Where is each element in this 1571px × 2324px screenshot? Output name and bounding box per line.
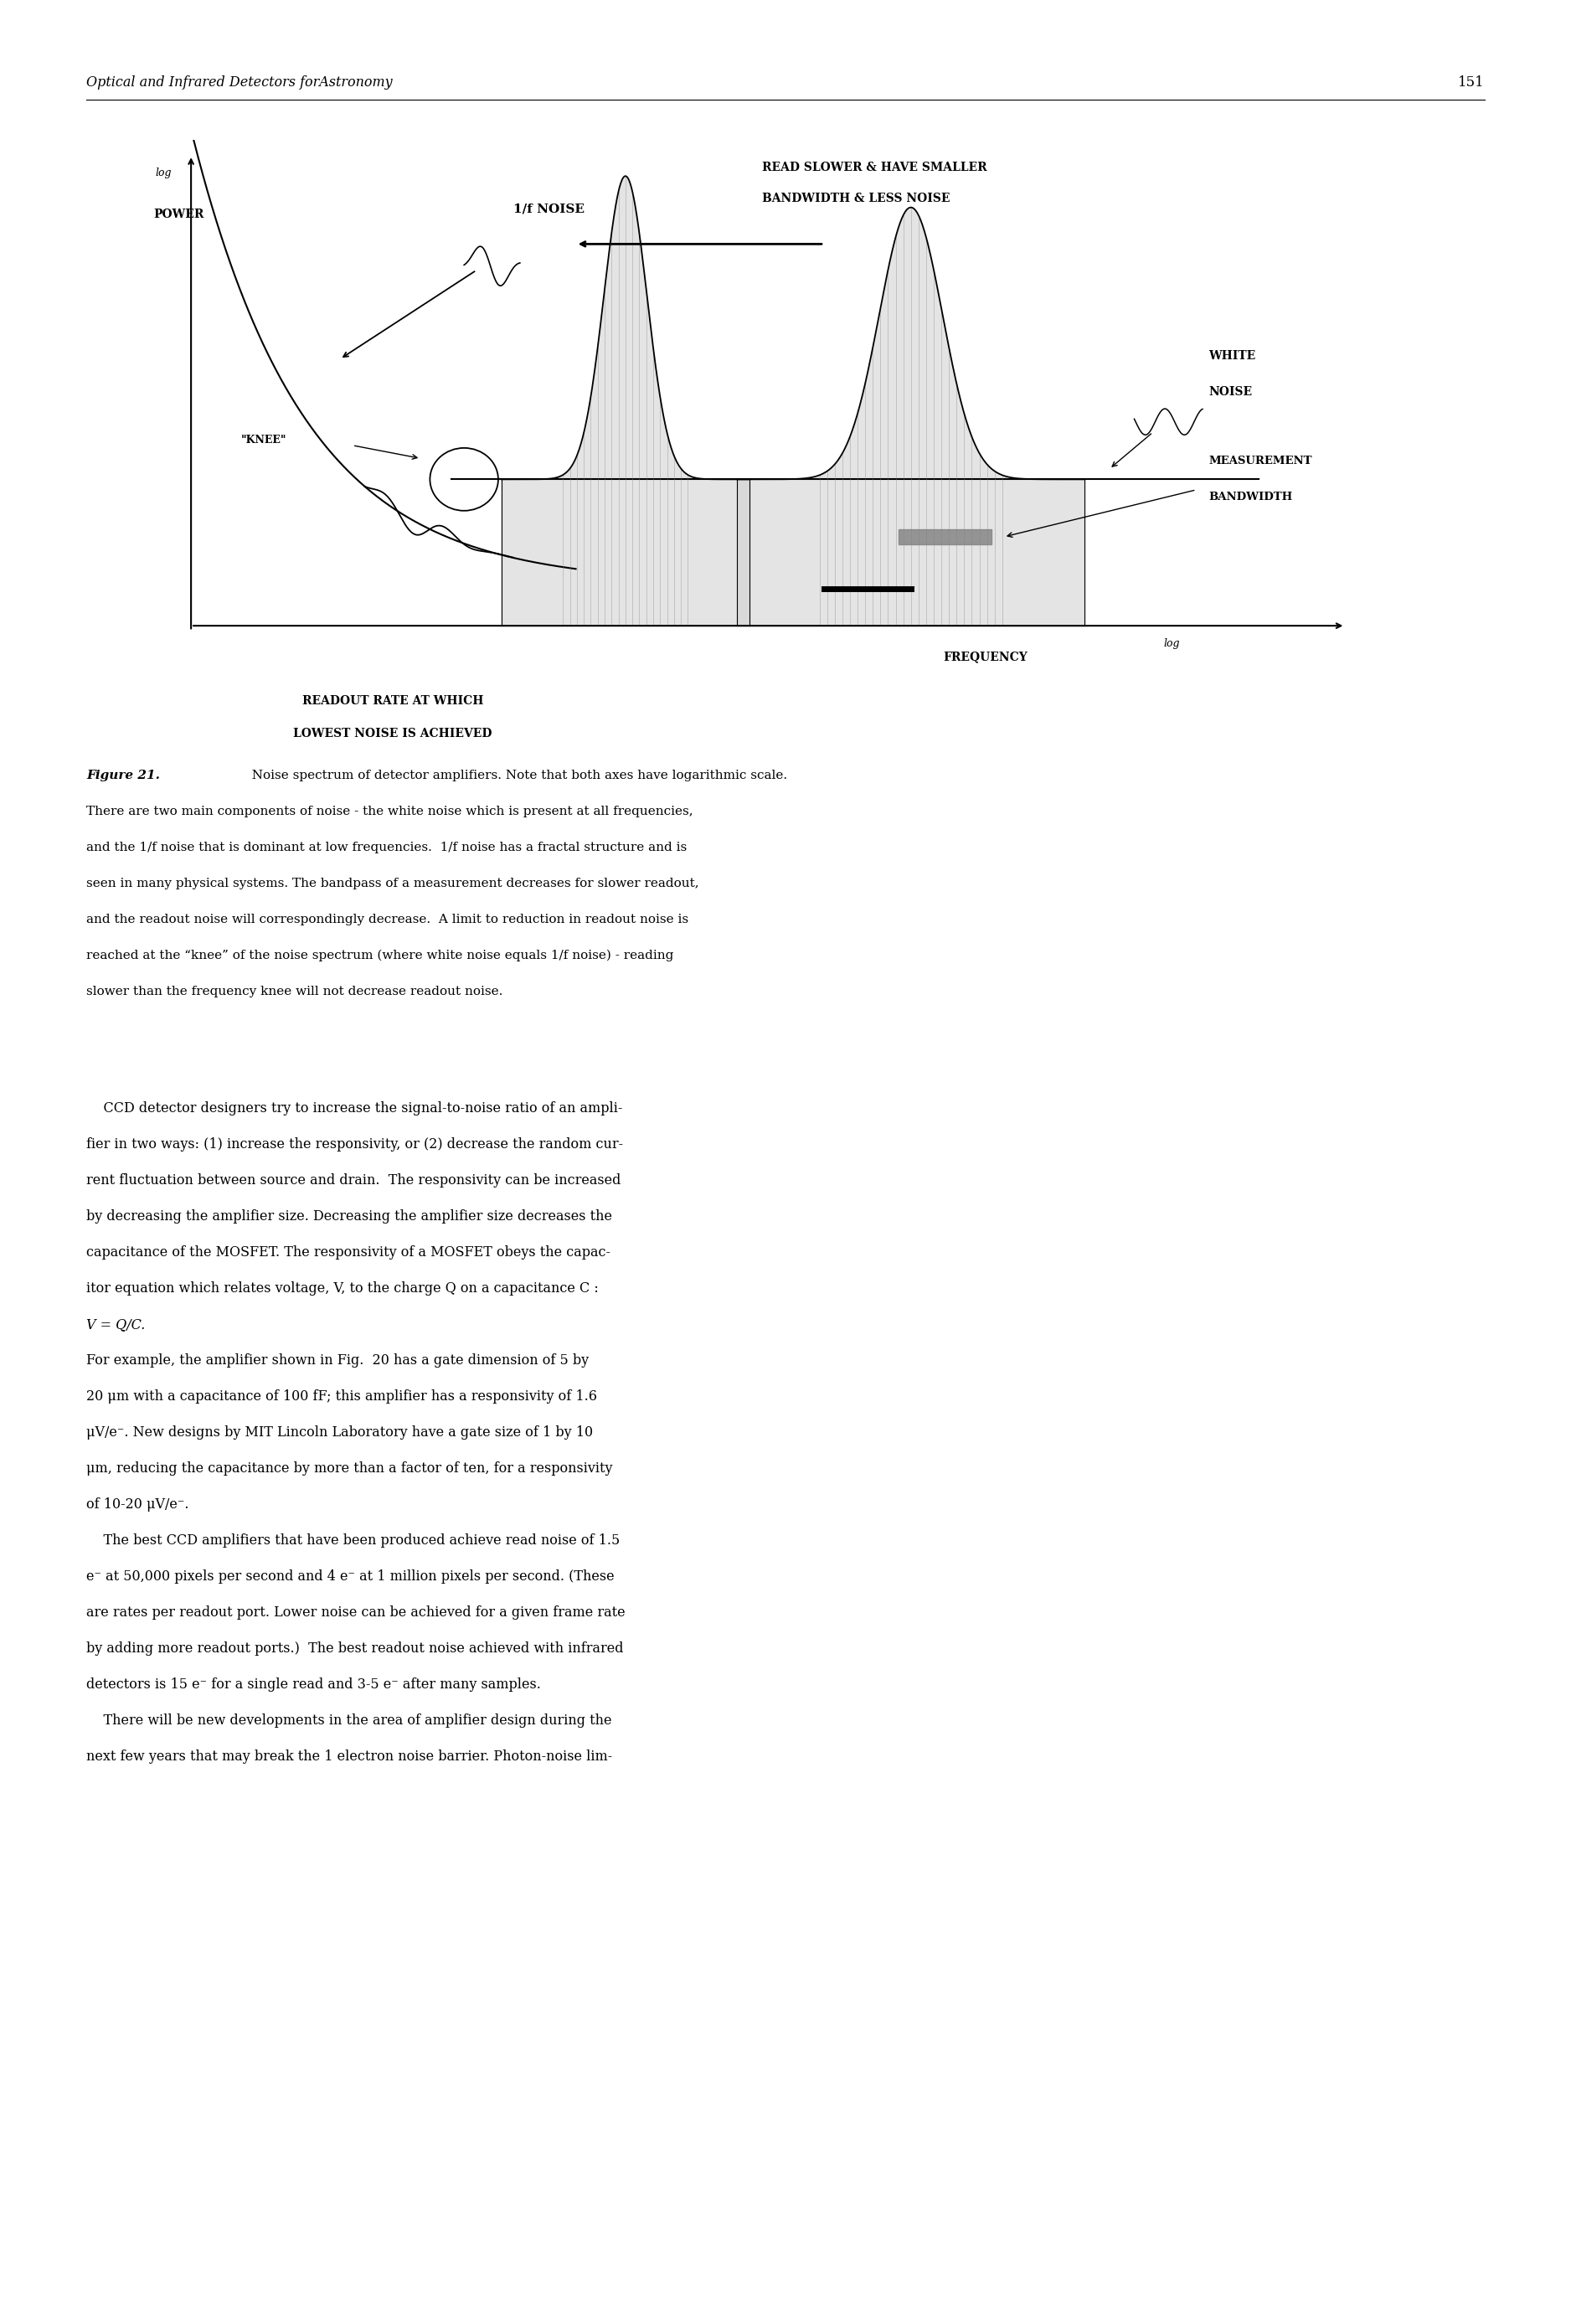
Text: 20 μm with a capacitance of 100 fF; this amplifier has a responsivity of 1.6: 20 μm with a capacitance of 100 fF; this… [86,1390,597,1404]
Text: WHITE: WHITE [1208,351,1255,363]
Text: detectors is 15 e⁻ for a single read and 3-5 e⁻ after many samples.: detectors is 15 e⁻ for a single read and… [86,1678,540,1692]
Text: log: log [1164,639,1180,648]
Text: Figure 21.: Figure 21. [86,769,160,781]
Text: READOUT RATE AT WHICH: READOUT RATE AT WHICH [302,695,484,706]
Text: of 10-20 μV/e⁻.: of 10-20 μV/e⁻. [86,1497,189,1511]
Text: The best CCD amplifiers that have been produced achieve read noise of 1.5: The best CCD amplifiers that have been p… [86,1534,621,1548]
Text: μm, reducing the capacitance by more than a factor of ten, for a responsivity: μm, reducing the capacitance by more tha… [86,1462,613,1476]
Text: reached at the “knee” of the noise spectrum (where white noise equals 1/f noise): reached at the “knee” of the noise spect… [86,948,674,962]
Text: READ SLOWER & HAVE SMALLER: READ SLOWER & HAVE SMALLER [762,163,987,174]
Text: FREQUENCY: FREQUENCY [943,651,1027,662]
Text: Noise spectrum of detector amplifiers. Note that both axes have logarithmic scal: Noise spectrum of detector amplifiers. N… [244,769,787,781]
Text: are rates per readout port. Lower noise can be achieved for a given frame rate: are rates per readout port. Lower noise … [86,1606,625,1620]
Text: next few years that may break the 1 electron noise barrier. Photon-noise lim-: next few years that may break the 1 elec… [86,1750,613,1764]
Text: 151: 151 [1458,74,1485,88]
Text: and the readout noise will correspondingly decrease.  A limit to reduction in re: and the readout noise will corresponding… [86,913,688,925]
Text: fier in two ways: (1) increase the responsivity, or (2) decrease the random cur-: fier in two ways: (1) increase the respo… [86,1136,624,1150]
Text: itor equation which relates voltage, V, to the charge Q on a capacitance C :: itor equation which relates voltage, V, … [86,1281,599,1294]
Text: MEASUREMENT: MEASUREMENT [1208,456,1312,467]
Text: There are two main components of noise - the white noise which is present at all: There are two main components of noise -… [86,806,693,818]
Text: slower than the frequency knee will not decrease readout noise.: slower than the frequency knee will not … [86,985,503,997]
Text: Optical and Infrared Detectors forAstronomy: Optical and Infrared Detectors forAstron… [86,74,393,88]
Text: rent fluctuation between source and drain.  The responsivity can be increased: rent fluctuation between source and drai… [86,1174,621,1188]
Text: and the 1/f noise that is dominant at low frequencies.  1/f noise has a fractal : and the 1/f noise that is dominant at lo… [86,841,687,853]
Text: by adding more readout ports.)  The best readout noise achieved with infrared: by adding more readout ports.) The best … [86,1641,624,1655]
Text: 1/f NOISE: 1/f NOISE [514,205,584,216]
Text: "KNEE": "KNEE" [240,435,286,446]
Text: by decreasing the amplifier size. Decreasing the amplifier size decreases the: by decreasing the amplifier size. Decrea… [86,1208,613,1222]
Text: LOWEST NOISE IS ACHIEVED: LOWEST NOISE IS ACHIEVED [294,727,492,739]
Text: BANDWIDTH & LESS NOISE: BANDWIDTH & LESS NOISE [762,193,950,205]
Text: There will be new developments in the area of amplifier design during the: There will be new developments in the ar… [86,1713,611,1727]
Text: BANDWIDTH: BANDWIDTH [1208,493,1293,502]
Text: POWER: POWER [154,209,204,221]
Text: CCD detector designers try to increase the signal-to-noise ratio of an ampli-: CCD detector designers try to increase t… [86,1102,622,1116]
Text: seen in many physical systems. The bandpass of a measurement decreases for slowe: seen in many physical systems. The bandp… [86,878,699,890]
Text: NOISE: NOISE [1208,386,1252,397]
Text: e⁻ at 50,000 pixels per second and 4 e⁻ at 1 million pixels per second. (These: e⁻ at 50,000 pixels per second and 4 e⁻ … [86,1569,614,1583]
Text: For example, the amplifier shown in Fig.  20 has a gate dimension of 5 by: For example, the amplifier shown in Fig.… [86,1353,589,1367]
Text: capacitance of the MOSFET. The responsivity of a MOSFET obeys the capac-: capacitance of the MOSFET. The responsiv… [86,1246,611,1260]
Bar [899,530,991,544]
Text: V = Q/C.: V = Q/C. [86,1318,146,1332]
Text: μV/e⁻. New designs by MIT Lincoln Laboratory have a gate size of 1 by 10: μV/e⁻. New designs by MIT Lincoln Labora… [86,1425,594,1439]
Text: log: log [156,167,171,179]
